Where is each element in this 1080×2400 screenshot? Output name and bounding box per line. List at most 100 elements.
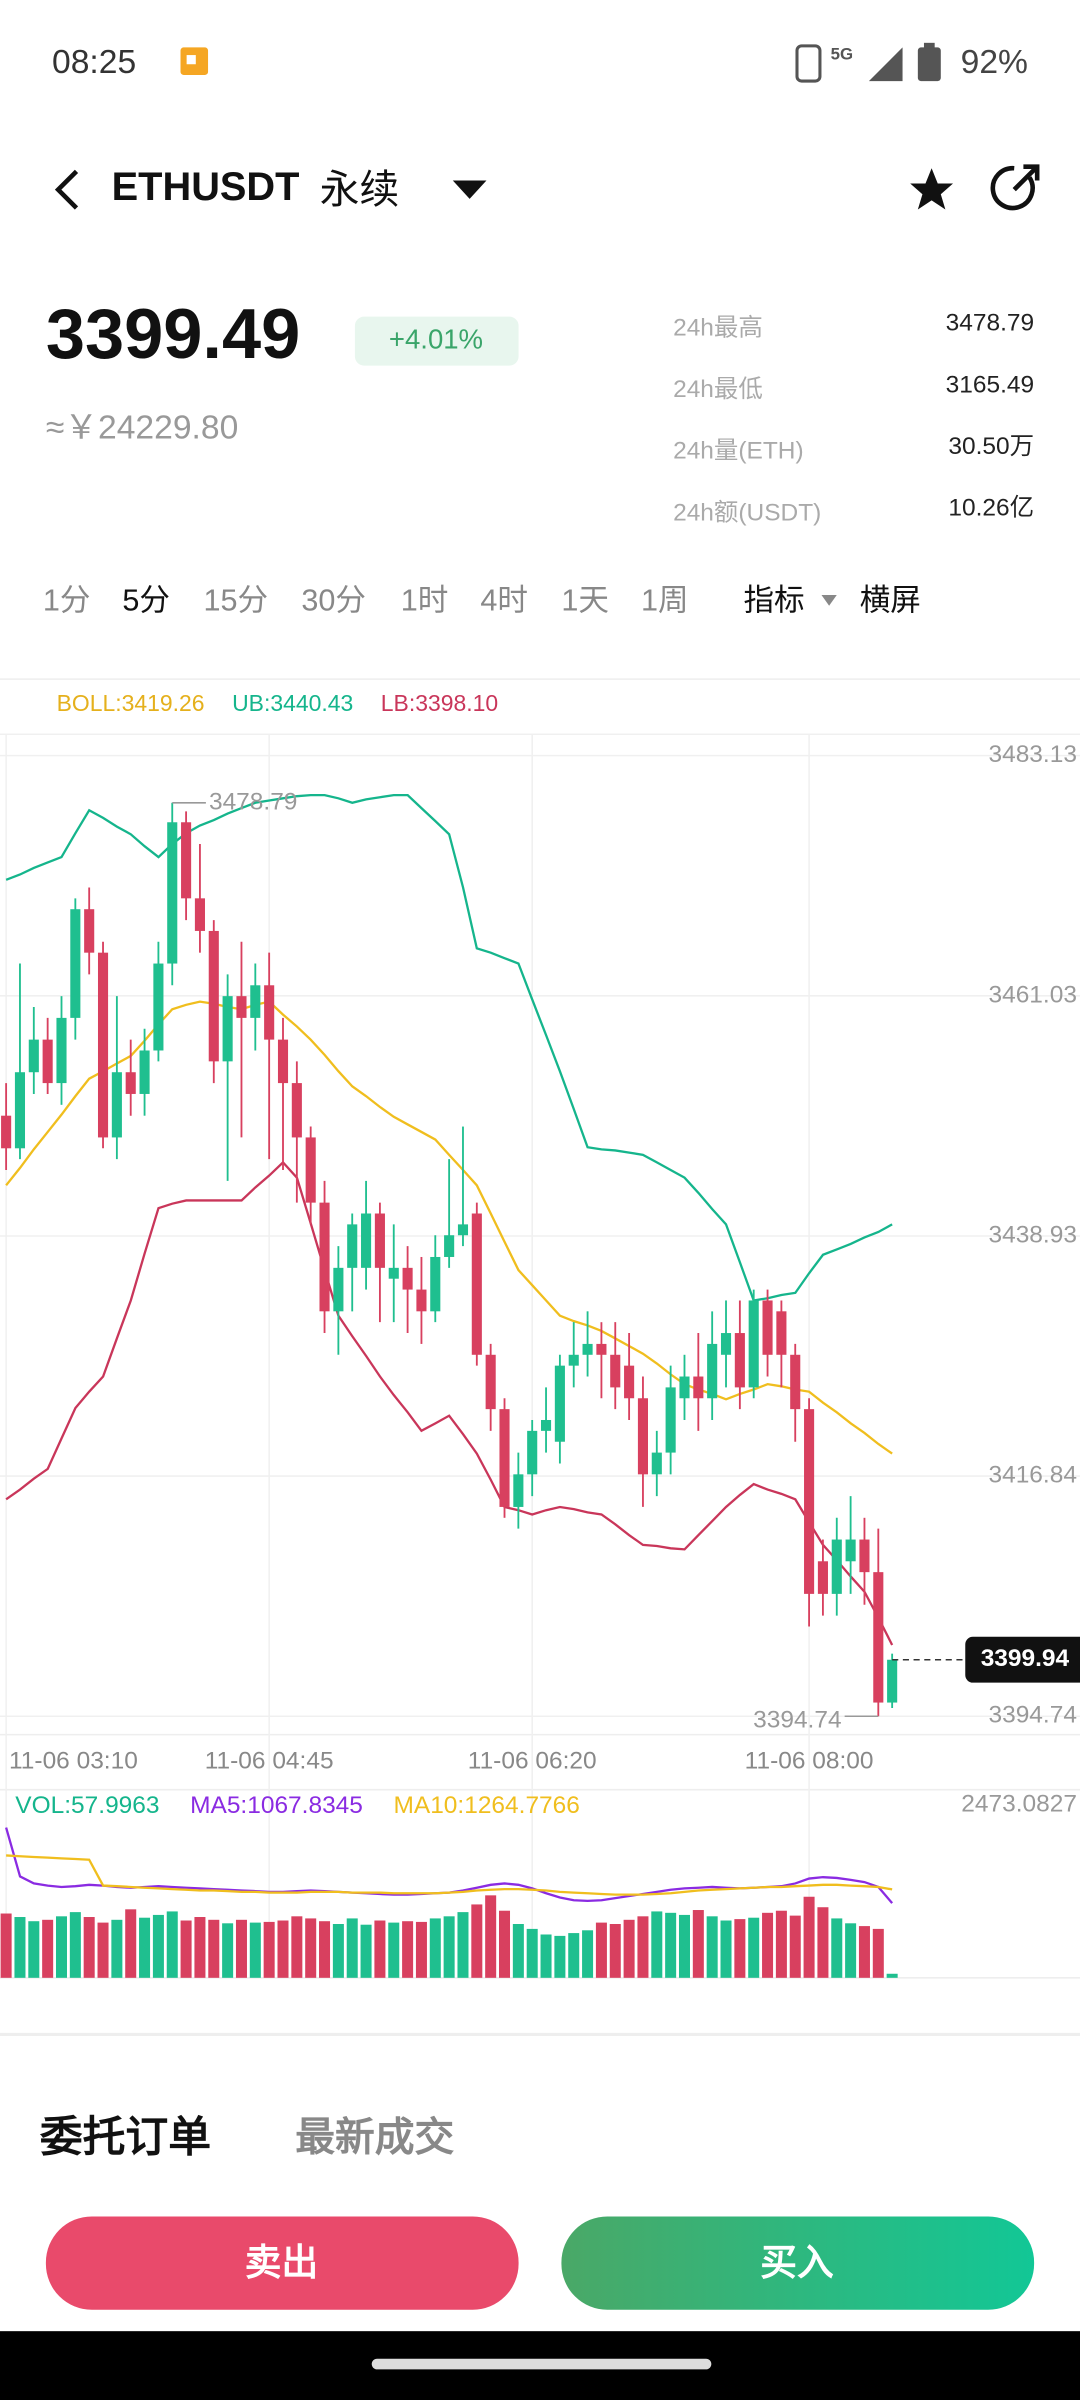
home-indicator[interactable] <box>371 2358 712 2370</box>
volume-bar <box>415 1921 427 1978</box>
volume-bar <box>111 1919 123 1978</box>
candle-body <box>277 1039 289 1084</box>
interval-tab[interactable]: 5分 <box>122 584 170 618</box>
candle-body <box>790 1354 801 1410</box>
y-tick-label: 3461.03 <box>988 981 1076 1008</box>
battery-level: 92% <box>961 44 1028 81</box>
candle-body <box>291 1083 302 1138</box>
indicator-button[interactable]: 指标 <box>743 584 804 618</box>
low-label: 3394.74 <box>753 1706 841 1733</box>
interval-tab[interactable]: 30分 <box>301 584 366 618</box>
candle-body <box>84 909 95 953</box>
candle-body <box>804 1409 815 1594</box>
candle-body <box>181 822 192 899</box>
volume-indicator-label: MA10:1264.7766 <box>393 1792 579 1819</box>
volume-bar <box>720 1920 732 1978</box>
volume-bar <box>678 1914 690 1978</box>
candle-body <box>374 1213 385 1268</box>
interval-tab[interactable]: 15分 <box>203 584 268 618</box>
candle-body <box>194 898 205 931</box>
volume-bar <box>235 1919 247 1978</box>
interval-tab[interactable]: 1时 <box>401 584 449 618</box>
candle-body <box>540 1419 552 1431</box>
candle-body <box>402 1267 413 1290</box>
candle-body <box>222 996 233 1062</box>
volume-bar <box>595 1922 607 1978</box>
candle-body <box>817 1561 828 1594</box>
volume-bar <box>429 1918 441 1978</box>
trades-tab[interactable]: 最新成交 <box>295 2115 454 2159</box>
volume-bar <box>180 1920 192 1978</box>
volume-bar <box>374 1920 386 1978</box>
high-label: 3478.79 <box>209 788 297 815</box>
volume-bar <box>789 1915 801 1978</box>
volume-bar <box>568 1933 580 1978</box>
candle-body <box>845 1539 856 1562</box>
volume-bar <box>582 1930 594 1978</box>
candle-body <box>28 1039 39 1073</box>
status-time: 08:25 <box>52 44 136 81</box>
candle-body <box>720 1333 732 1355</box>
candle-body <box>471 1213 482 1355</box>
candle-body <box>527 1430 538 1475</box>
candle-body <box>707 1343 718 1399</box>
candle-body <box>42 1039 53 1084</box>
stat-label: 24h最低 <box>673 375 763 403</box>
candle-body <box>762 1300 773 1355</box>
indicator-label: LB:3398.10 <box>381 690 498 716</box>
status-icons <box>180 42 941 83</box>
candle-body <box>111 1072 122 1138</box>
interval-tab[interactable]: 4时 <box>480 584 528 618</box>
interval-tab[interactable]: 1周 <box>641 584 689 618</box>
volume-tick-label: 2473.0827 <box>961 1790 1077 1817</box>
back-button[interactable] <box>54 169 79 210</box>
candle-body <box>319 1202 330 1312</box>
buy-label[interactable]: 买入 <box>760 2242 834 2283</box>
candle-body <box>347 1224 358 1268</box>
candle-body <box>250 985 261 1018</box>
indicator-dropdown[interactable] <box>821 595 837 606</box>
sell-label[interactable]: 卖出 <box>245 2242 318 2283</box>
candle-body <box>139 1050 150 1094</box>
volume-bar <box>512 1924 524 1978</box>
candle-body <box>776 1311 787 1355</box>
volume-bar <box>319 1921 331 1978</box>
buy-button[interactable] <box>561 2216 1035 2310</box>
volume-bar <box>139 1917 151 1978</box>
candle-body <box>610 1354 621 1388</box>
favorite-star[interactable] <box>910 168 954 210</box>
volume-bar <box>360 1924 372 1978</box>
symbol: ETHUSDT <box>112 165 300 209</box>
sell-button[interactable] <box>45 2216 519 2310</box>
orders-tab[interactable]: 委托订单 <box>40 2113 211 2161</box>
volume-indicator-label: MA5:1067.8345 <box>190 1792 363 1819</box>
share-button[interactable] <box>990 164 1040 211</box>
volume-bar <box>277 1920 289 1978</box>
candle-body <box>748 1300 759 1388</box>
interval-tab[interactable]: 1分 <box>43 584 91 618</box>
candle-body <box>582 1343 593 1355</box>
stat-label: 24h量(ETH) <box>673 438 804 465</box>
indicator-label: BOLL:3419.26 <box>57 690 205 716</box>
volume-bar <box>637 1916 649 1978</box>
stat-value: 3478.79 <box>946 310 1034 337</box>
volume-bar <box>831 1918 843 1978</box>
volume-bar <box>457 1912 469 1978</box>
candle-body <box>236 996 247 1018</box>
volume-bar <box>194 1917 206 1978</box>
candle-body <box>97 952 109 1138</box>
volume-bar <box>291 1916 303 1978</box>
volume-bar <box>845 1923 857 1978</box>
volume-bar <box>734 1919 746 1978</box>
landscape-button[interactable]: 横屏 <box>860 584 921 618</box>
volume-bar <box>623 1919 635 1978</box>
volume-bar <box>166 1911 178 1978</box>
volume-bar <box>706 1916 718 1978</box>
symbol-dropdown[interactable] <box>452 180 487 199</box>
interval-tab[interactable]: 1天 <box>561 584 609 618</box>
y-tick-label: 3416.84 <box>988 1462 1076 1489</box>
candle-body <box>388 1267 399 1279</box>
candle-body <box>665 1387 676 1453</box>
volume-bar <box>208 1919 220 1978</box>
